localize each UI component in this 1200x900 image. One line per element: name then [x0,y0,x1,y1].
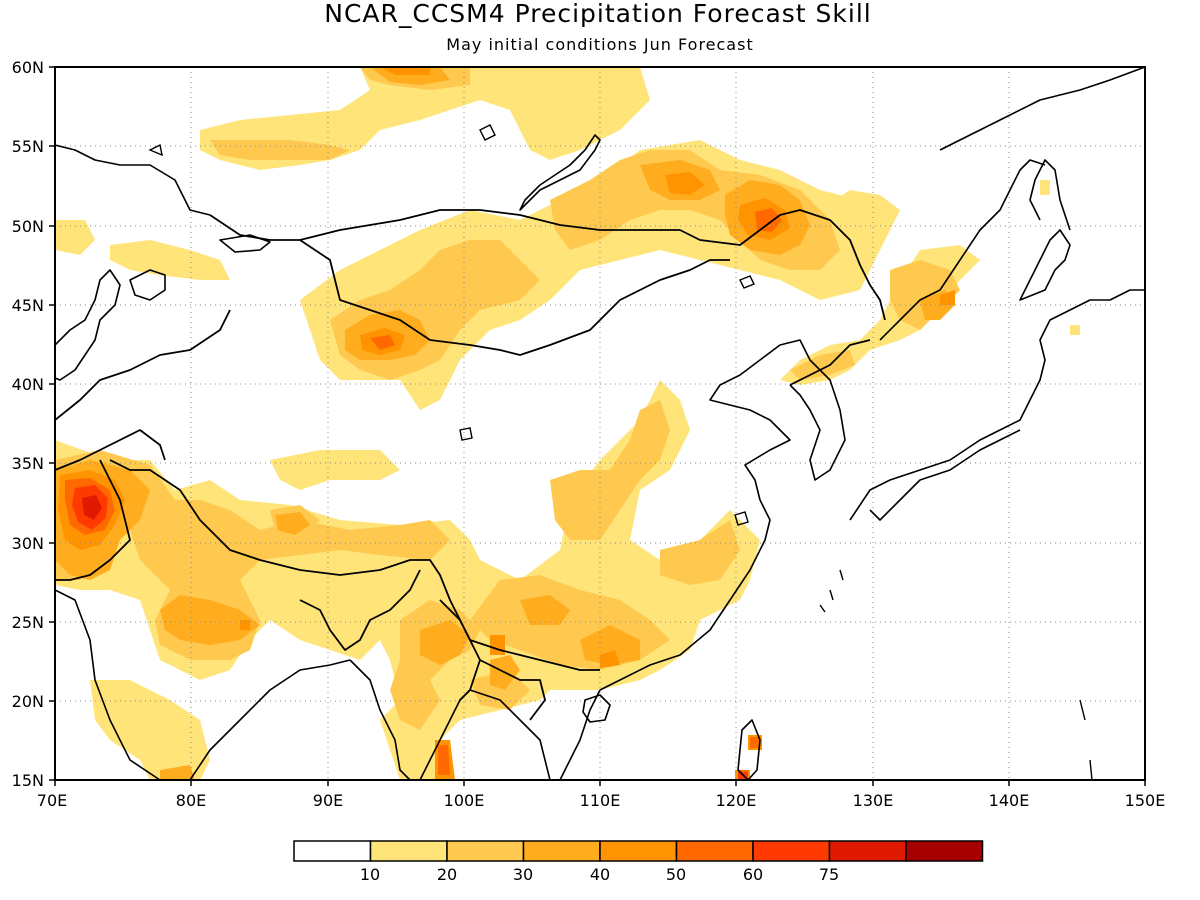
colorbar-label: 75 [819,865,839,884]
lon-tick-label: 70E [37,791,67,810]
lon-tick-label: 140E [989,791,1030,810]
lon-tick-label: 90E [313,791,343,810]
lon-tick-label: 80E [176,791,206,810]
lat-tick-label: 25N [12,613,44,632]
lakes-islands [148,124,1093,780]
colorbar-box [905,840,984,862]
colorbar-box [446,840,525,862]
lat-tick-label: 50N [12,217,44,236]
lat-tick-label: 45N [12,296,44,315]
plot-area [55,67,1145,780]
tick-marks [49,66,1146,786]
lon-tick-label: 110E [580,791,621,810]
lat-tick-label: 15N [12,771,44,790]
map-subtitle: May initial conditions Jun Forecast [446,35,753,54]
lat-tick-label: 30N [12,534,44,553]
colorbar-box [828,840,907,862]
colorbar-label: 20 [437,865,457,884]
colorbar-box [752,840,831,862]
map-title: NCAR_CCSM4 Precipitation Forecast Skill [324,0,871,28]
coastlines [55,67,1145,780]
lat-tick-label: 60N [12,58,44,77]
colorbar-label: 30 [513,865,533,884]
colorbar-box [369,840,448,862]
lon-tick-labels: 70E 80E 90E 100E 110E 120E 130E 140E 150… [37,791,1166,810]
lon-tick-label: 120E [716,791,757,810]
colorbar-label: 50 [666,865,686,884]
colorbar-labels: 10 20 30 40 50 60 75 [360,865,839,884]
lat-tick-label: 55N [12,137,44,156]
lon-tick-label: 150E [1125,791,1166,810]
skill-shading-level-75 [82,495,102,520]
grid-lines [55,67,1145,780]
colorbar: 10 20 30 40 50 60 75 [293,840,984,884]
lon-tick-label: 130E [853,791,894,810]
lat-tick-label: 35N [12,454,44,473]
lat-tick-label: 20N [12,692,44,711]
colorbar-box [599,840,678,862]
colorbar-box [522,840,601,862]
country-borders [55,209,886,721]
colorbar-label: 10 [360,865,380,884]
lat-tick-label: 40N [12,375,44,394]
colorbar-box [293,840,372,862]
lon-tick-label: 100E [444,791,485,810]
colorbar-label: 60 [743,865,763,884]
colorbar-box [675,840,754,862]
colorbar-label: 40 [590,865,610,884]
colorbar-boxes [293,840,984,862]
lat-tick-labels: 15N 20N 25N 30N 35N 40N 45N 50N 55N 60N [12,58,44,790]
